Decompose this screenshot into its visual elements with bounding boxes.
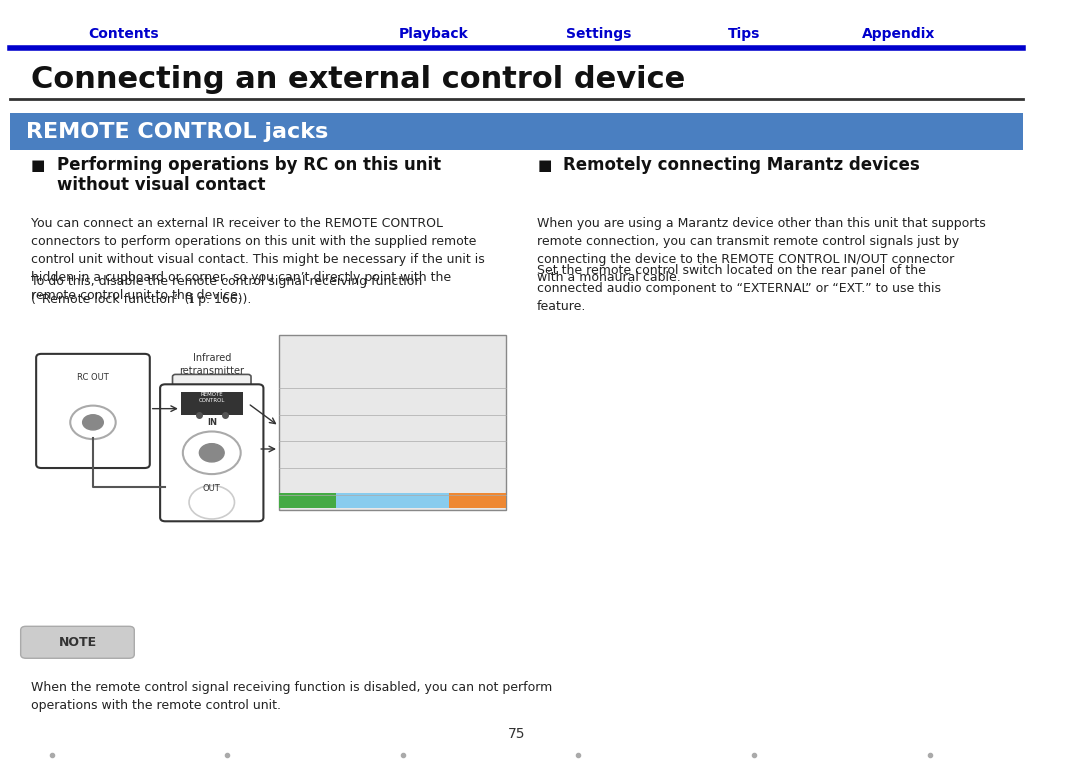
- Text: Set the remote control switch located on the rear panel of the
connected audio c: Set the remote control switch located on…: [537, 264, 941, 313]
- Text: When you are using a Marantz device other than this unit that supports
remote co: When you are using a Marantz device othe…: [537, 217, 986, 284]
- Text: Connecting an external control device: Connecting an external control device: [31, 65, 685, 94]
- FancyBboxPatch shape: [279, 493, 336, 508]
- FancyBboxPatch shape: [180, 392, 243, 415]
- FancyBboxPatch shape: [11, 113, 1023, 150]
- Text: retransmitter: retransmitter: [179, 366, 244, 377]
- Text: Infrared: Infrared: [192, 353, 231, 364]
- Text: Performing operations by RC on this unit: Performing operations by RC on this unit: [57, 156, 441, 174]
- Text: ■: ■: [31, 158, 45, 173]
- FancyBboxPatch shape: [173, 374, 251, 444]
- Circle shape: [200, 444, 225, 462]
- Text: 75: 75: [508, 728, 525, 741]
- Text: REMOTE
CONTROL: REMOTE CONTROL: [199, 392, 225, 403]
- Text: REMOTE CONTROL jacks: REMOTE CONTROL jacks: [26, 123, 328, 142]
- Text: Settings: Settings: [566, 27, 632, 41]
- FancyBboxPatch shape: [36, 354, 150, 468]
- Text: Remotely connecting Marantz devices: Remotely connecting Marantz devices: [563, 156, 920, 174]
- FancyBboxPatch shape: [279, 335, 507, 510]
- Text: Playback: Playback: [399, 27, 469, 41]
- Text: To do this, disable the remote control signal receiving function
(“Remote lock f: To do this, disable the remote control s…: [31, 275, 422, 307]
- Text: ■: ■: [537, 158, 552, 173]
- FancyBboxPatch shape: [336, 493, 392, 508]
- Text: When the remote control signal receiving function is disabled, you can not perfo: When the remote control signal receiving…: [31, 681, 552, 712]
- Text: You can connect an external IR receiver to the REMOTE CONTROL
connectors to perf: You can connect an external IR receiver …: [31, 217, 485, 302]
- Text: Contents: Contents: [89, 27, 159, 41]
- Text: IN: IN: [206, 418, 217, 427]
- Text: Tips: Tips: [728, 27, 760, 41]
- Text: RC OUT: RC OUT: [77, 374, 109, 383]
- Text: without visual contact: without visual contact: [57, 176, 266, 194]
- Text: OUT: OUT: [203, 484, 220, 493]
- Text: NOTE: NOTE: [58, 635, 96, 649]
- FancyBboxPatch shape: [21, 626, 134, 658]
- Text: Appendix: Appendix: [862, 27, 935, 41]
- FancyBboxPatch shape: [449, 493, 507, 508]
- Circle shape: [83, 415, 104, 430]
- FancyBboxPatch shape: [160, 384, 264, 521]
- FancyBboxPatch shape: [392, 493, 449, 508]
